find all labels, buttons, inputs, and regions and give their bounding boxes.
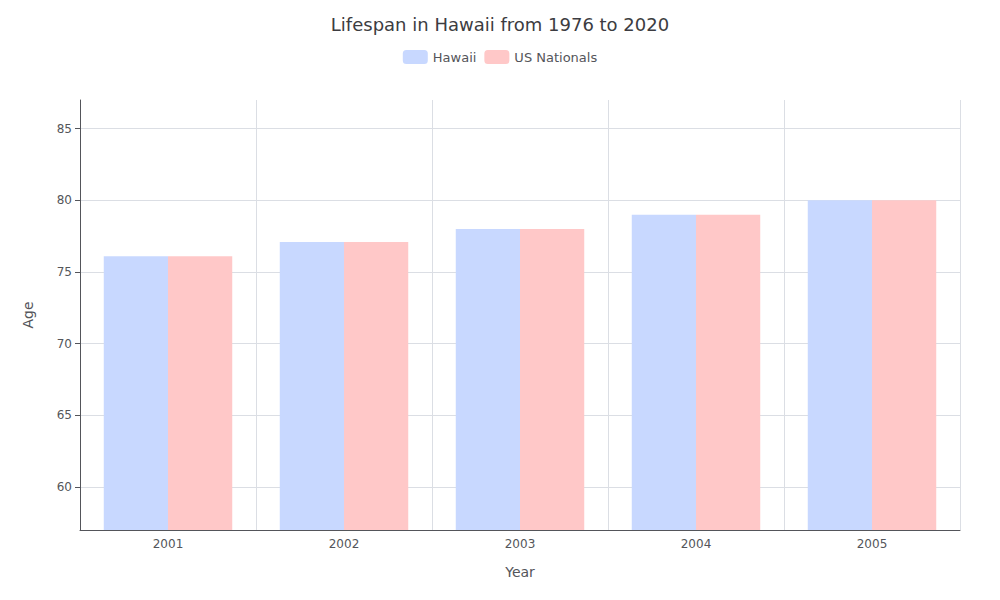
svg-text:Age: Age (20, 301, 36, 328)
svg-text:80: 80 (57, 193, 72, 207)
svg-text:85: 85 (57, 122, 72, 136)
svg-text:2003: 2003 (505, 537, 536, 551)
svg-text:US Nationals: US Nationals (514, 50, 597, 65)
svg-text:Hawaii: Hawaii (433, 50, 477, 65)
svg-text:70: 70 (57, 337, 72, 351)
svg-text:65: 65 (57, 408, 72, 422)
svg-text:2002: 2002 (329, 537, 360, 551)
svg-text:60: 60 (57, 480, 72, 494)
svg-text:Year: Year (504, 564, 535, 580)
svg-text:2001: 2001 (153, 537, 184, 551)
svg-text:2004: 2004 (681, 537, 712, 551)
svg-text:2005: 2005 (857, 537, 888, 551)
svg-text:75: 75 (57, 265, 72, 279)
svg-text:Lifespan in Hawaii from 1976 t: Lifespan in Hawaii from 1976 to 2020 (331, 14, 669, 35)
